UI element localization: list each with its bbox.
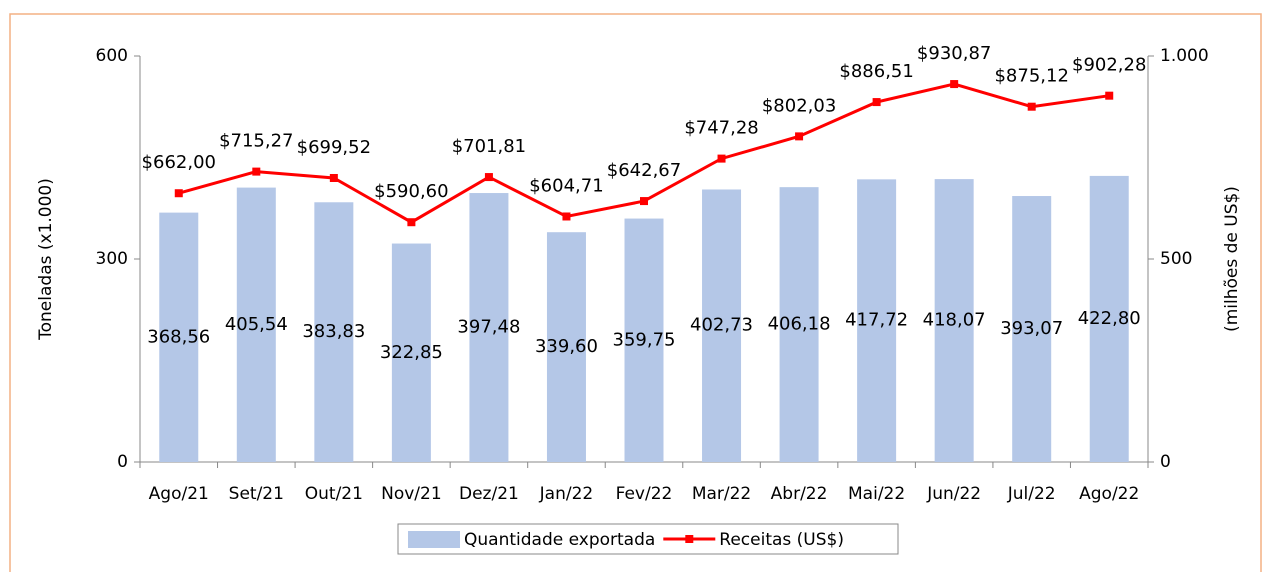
bar (1012, 196, 1052, 462)
x-tick-label: Mar/22 (692, 484, 751, 504)
bar-value-label: 383,83 (302, 321, 365, 342)
bar-value-label: 368,56 (147, 326, 210, 347)
line-value-label: $875,12 (994, 66, 1068, 87)
line-value-label: $701,81 (452, 136, 526, 157)
line-marker (1105, 91, 1114, 100)
x-tick-label: Abr/22 (771, 484, 828, 504)
x-tick-label: Jan/22 (539, 484, 594, 504)
x-tick-label: Mai/22 (848, 484, 905, 504)
bar-value-label: 393,07 (1000, 318, 1063, 339)
line-marker (562, 212, 571, 221)
line-marker (484, 173, 493, 182)
y-tick-label: 0 (117, 452, 128, 472)
bar (391, 243, 431, 462)
bar (159, 212, 199, 462)
line-value-label: $930,87 (917, 43, 991, 64)
bar (857, 179, 897, 462)
bar-value-label: 417,72 (845, 310, 908, 331)
bar-value-label: 418,07 (923, 310, 986, 331)
bar (314, 202, 354, 463)
y2-axis-label: (milhões de US$) (1222, 186, 1242, 332)
bar-value-label: 339,60 (535, 336, 598, 357)
line-value-label: $699,52 (297, 137, 371, 158)
x-tick-label: Jun/22 (926, 484, 981, 504)
legend-label: Quantidade exportada (464, 530, 655, 550)
x-tick-label: Jul/22 (1007, 484, 1056, 504)
bar (469, 193, 509, 463)
line-value-label: $604,71 (529, 175, 603, 196)
x-tick-label: Ago/22 (1079, 484, 1139, 504)
bar (934, 179, 974, 463)
legend-swatch (408, 531, 460, 548)
y2-tick-label: 0 (1160, 452, 1171, 472)
line-marker (640, 197, 648, 206)
line-marker (407, 218, 416, 227)
y2-tick-label: 500 (1160, 249, 1192, 269)
line-value-label: $715,27 (219, 131, 293, 152)
bar-value-label: 402,73 (690, 315, 753, 336)
y2-tick-label: 1.000 (1160, 46, 1209, 66)
line-marker (1027, 102, 1036, 111)
bar-value-label: 359,75 (613, 329, 676, 350)
legend-swatch (685, 535, 694, 543)
line-marker (872, 98, 881, 107)
line-value-label: $886,51 (839, 61, 913, 82)
bar-value-label: 406,18 (768, 314, 831, 335)
line-value-label: $902,28 (1072, 55, 1146, 76)
line-value-label: $590,60 (374, 181, 448, 202)
line-value-label: $662,00 (142, 152, 216, 173)
bar-value-label: 405,54 (225, 314, 288, 335)
bar-value-label: 422,80 (1078, 308, 1141, 329)
y-axis-label: Toneladas (x1.000) (36, 178, 56, 341)
x-tick-label: Set/21 (229, 484, 284, 504)
x-tick-label: Fev/22 (616, 484, 673, 504)
x-tick-label: Out/21 (305, 484, 363, 504)
x-tick-label: Nov/21 (381, 484, 442, 504)
line-marker (717, 154, 726, 163)
bar (624, 218, 664, 462)
bar (236, 187, 276, 462)
frame (9, 13, 1262, 572)
legend-box (397, 523, 899, 555)
bar (546, 232, 586, 462)
line-marker (329, 173, 338, 182)
y-tick-label: 300 (96, 249, 128, 269)
line-value-label: $642,67 (607, 160, 681, 181)
line-marker (950, 80, 959, 89)
legend-label: Receitas (US$) (719, 530, 844, 550)
y-tick-label: 600 (96, 46, 128, 66)
line-value-label: $802,03 (762, 95, 836, 116)
x-tick-label: Dez/21 (459, 484, 519, 504)
bar (1089, 175, 1129, 462)
x-tick-label: Ago/21 (149, 484, 209, 504)
bar-value-label: 397,48 (457, 317, 520, 338)
line-marker (252, 167, 261, 176)
bar (702, 189, 742, 463)
bar (779, 187, 819, 462)
line-value-label: $747,28 (684, 118, 758, 139)
line-marker (174, 189, 183, 198)
bar-value-label: 322,85 (380, 342, 443, 363)
line-marker (795, 132, 804, 141)
